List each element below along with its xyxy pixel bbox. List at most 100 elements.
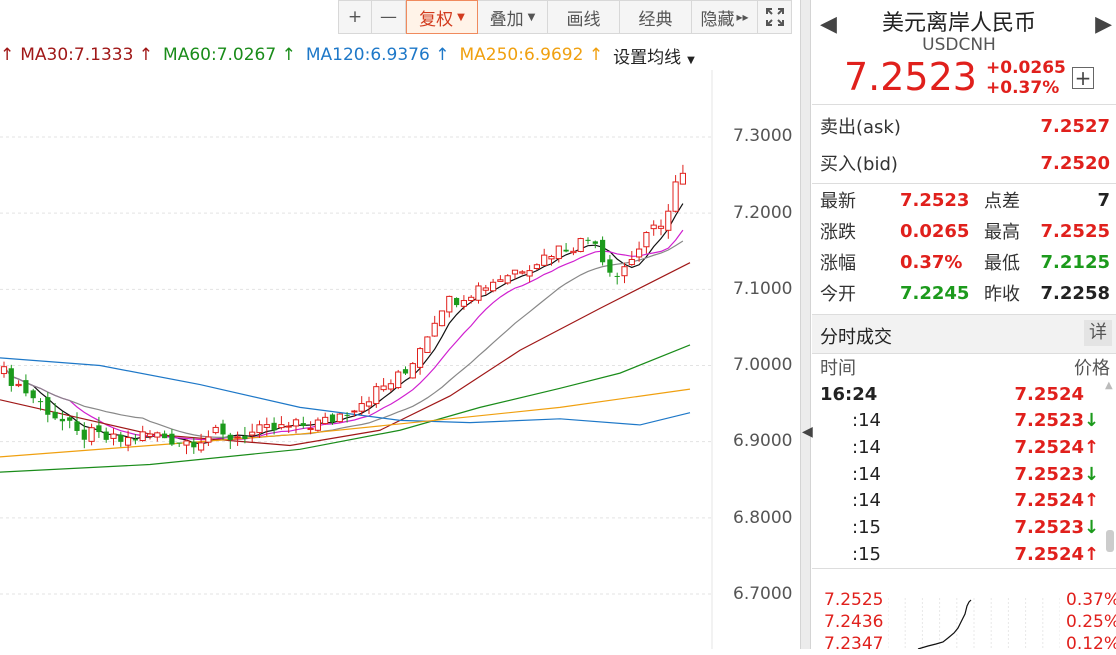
tick-row: :14 7.2523 ↓ — [820, 461, 1099, 487]
detail-button[interactable]: 详 — [1084, 320, 1112, 346]
ticks-header: 分时成交 详 — [812, 314, 1116, 354]
candle-body — [621, 266, 628, 277]
classic-button[interactable]: 经典 — [620, 0, 692, 34]
bid-label: 买入(bid) — [820, 154, 898, 175]
tick-time: :14 — [852, 463, 881, 485]
ask-row: 卖出(ask) 7.2527 — [820, 111, 1110, 141]
arrow-up-icon: ↑ — [1084, 436, 1100, 458]
candlestick-chart[interactable] — [0, 70, 800, 649]
double-chevron-right-icon: ▸▸ — [736, 10, 749, 24]
tick-row: 16:24 7.2524 — [820, 381, 1098, 407]
candle-body — [59, 418, 65, 422]
candle-body — [577, 238, 584, 252]
mini-intraday-chart — [888, 598, 1060, 649]
stats-row: 涨跌 0.0265 最高 7.2525 — [820, 216, 1110, 246]
tick-price: 7.2523 — [1014, 410, 1084, 432]
ma-settings-dropdown[interactable]: 设置均线 ▼ — [613, 47, 695, 68]
candle-body — [256, 424, 263, 434]
panel-splitter[interactable]: ◀ — [800, 0, 813, 649]
candle-body — [402, 369, 409, 374]
candle-body — [81, 429, 87, 440]
zoom-in-button[interactable]: + — [338, 0, 372, 34]
candle-body — [307, 427, 314, 431]
next-arrow-icon[interactable]: ▶ — [1095, 12, 1112, 37]
prev-arrow-icon[interactable]: ◀ — [820, 12, 837, 37]
candle-body — [278, 424, 285, 429]
candle-body — [132, 439, 138, 441]
scroll-up-icon[interactable]: ▲ — [1105, 380, 1113, 391]
fullscreen-icon — [765, 8, 784, 26]
candle-body — [67, 417, 73, 421]
fuquan-dropdown[interactable]: 复权 ▼ — [406, 0, 478, 34]
candle-body — [249, 431, 256, 436]
arrow-down-icon: ↓ — [1084, 517, 1100, 538]
ma-legend: ↑ MA30:7.1333 ↑ MA60:7.0267 ↑ MA120:6.93… — [0, 42, 715, 68]
high-label: 最高 — [984, 222, 1020, 243]
candle-body — [482, 287, 489, 291]
chg-label: 涨跌 — [820, 222, 856, 243]
tick-price: 7.2524 — [1014, 543, 1084, 565]
add-watchlist-button[interactable]: + — [1072, 66, 1094, 90]
candle-body — [336, 413, 343, 423]
diejia-dropdown[interactable]: 叠加 ▼ — [478, 0, 548, 34]
tick-price: 7.2524 — [1014, 383, 1084, 405]
stats-row: 最新 7.2523 点差 7 — [820, 185, 1110, 215]
diejia-label: 叠加 — [489, 9, 524, 30]
tick-row: :15 7.2523 ↓ — [820, 515, 1100, 541]
ma20-line — [3, 240, 684, 439]
zoom-out-button[interactable]: — — [372, 0, 406, 34]
ma60-label: MA60:7.0267 ↑ — [163, 45, 296, 65]
candle-body — [96, 425, 102, 433]
candle-body — [570, 250, 577, 254]
candle-body — [242, 435, 248, 439]
scroll-thumb[interactable] — [1106, 530, 1114, 552]
chg-value: 0.0265 — [900, 220, 970, 242]
candle-body — [533, 264, 540, 269]
arrow-up-icon: ↑ — [1084, 543, 1100, 565]
candle-body — [519, 271, 526, 274]
candle-body — [118, 434, 124, 442]
draw-line-button[interactable]: 画线 — [548, 0, 620, 34]
candle-body — [431, 322, 438, 337]
hide-button[interactable]: 隐藏 ▸▸ — [692, 0, 758, 34]
candle-body — [380, 385, 387, 391]
candle-body — [227, 434, 233, 440]
candle-body — [468, 296, 475, 301]
tick-price: 7.2523 — [1014, 463, 1084, 485]
candle-body — [454, 297, 460, 306]
last-price: 7.2523 — [844, 55, 977, 99]
spread-value: 7 — [1097, 189, 1110, 211]
candle-body — [672, 181, 679, 212]
arrow-up-icon: ↑ — [1084, 490, 1100, 512]
mini-price: 7.2347 — [824, 634, 884, 654]
tick-row: :14 7.2523 ↓ — [820, 408, 1100, 434]
candle-body — [548, 256, 555, 260]
candle-body — [234, 436, 241, 439]
collapse-arrow-icon[interactable]: ◀ — [802, 424, 813, 440]
mini-pct: 0.25% — [1066, 612, 1116, 632]
candle-body — [541, 254, 548, 266]
mini-pct-scale: 0.37% 0.25% 0.12% — [1066, 589, 1116, 655]
candle-body — [74, 421, 80, 431]
candle-body — [285, 425, 292, 428]
fullscreen-button[interactable] — [758, 0, 792, 34]
candle-body — [417, 348, 424, 368]
candle-body — [526, 270, 533, 277]
mini-pct: 0.37% — [1066, 590, 1116, 610]
candle-body — [292, 419, 300, 427]
tick-time: :15 — [852, 517, 881, 538]
ticks-scrollbar[interactable]: ▲ — [1104, 380, 1116, 566]
candle-body — [395, 371, 402, 389]
candle-body — [23, 380, 29, 394]
ma60-line — [0, 344, 691, 473]
moving-averages — [0, 203, 691, 473]
quote-panel: ◀ ▶ 美元离岸人民币 USDCNH 7.2523 +0.0265 +0.37%… — [812, 0, 1116, 654]
mini-price: 7.2525 — [824, 590, 884, 610]
latest-value: 7.2523 — [900, 189, 970, 211]
arrow-down-icon: ↓ — [1084, 410, 1100, 432]
low-value: 7.2125 — [1040, 251, 1110, 273]
candle-body — [460, 300, 467, 307]
arrow-up-icon: ↑ — [0, 45, 15, 65]
candle-body — [585, 239, 591, 241]
candle-body — [212, 426, 219, 434]
